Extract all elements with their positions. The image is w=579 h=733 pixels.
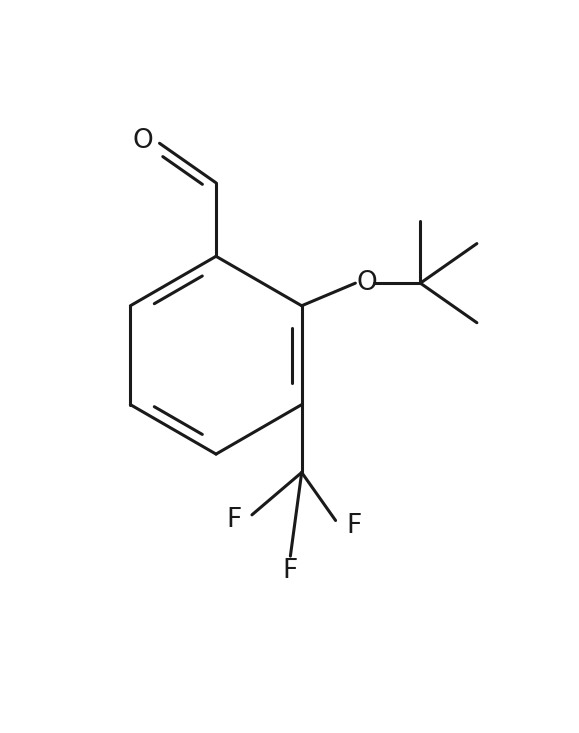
- Text: F: F: [283, 559, 298, 584]
- Text: O: O: [356, 270, 377, 296]
- Text: F: F: [347, 513, 362, 539]
- Text: F: F: [226, 507, 241, 534]
- Text: O: O: [132, 128, 153, 154]
